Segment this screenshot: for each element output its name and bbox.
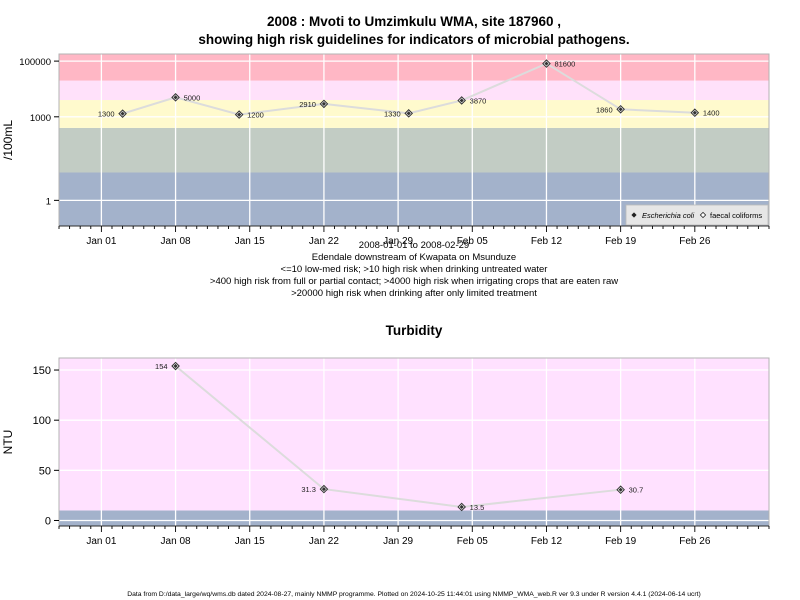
data-point [618, 107, 623, 112]
data-point [406, 111, 411, 116]
info-date-range: 2008-01-01 to 2008-02-29 [359, 240, 469, 251]
x-tick-label: Jan 01 [86, 236, 116, 247]
x-tick-label: Jan 08 [161, 236, 191, 247]
x-tick-label: Feb 19 [605, 536, 637, 547]
x-tick-label: Jan 01 [86, 536, 116, 547]
info-guideline-treatment: >20000 high risk when drinking after onl… [291, 288, 537, 299]
legend: Escherichia coli faecal coliforms [625, 204, 769, 226]
info-guideline-contact: >400 high risk from full or partial cont… [210, 276, 618, 287]
data-label: 13.5 [470, 503, 485, 512]
x-tick-label: Feb 05 [457, 236, 489, 247]
data-point [692, 110, 697, 115]
x-tick-label: Feb 19 [605, 236, 637, 247]
x-tick-label: Feb 26 [679, 236, 711, 247]
data-point [321, 101, 327, 106]
risk-band-pink [59, 80, 769, 101]
x-tick-label: Jan 22 [309, 236, 339, 247]
data-point [459, 98, 464, 103]
chart2-turbidity: 0 50 100 150 NTU Jan 01 Jan 08 Jan 15 Jan 22 Jan … [1, 357, 770, 547]
data-label: 3870 [470, 96, 487, 105]
data-label: 81600 [554, 60, 575, 69]
y-tick-label: 1 [46, 196, 51, 207]
risk-band-yellow [59, 100, 769, 128]
legend-box [625, 204, 769, 226]
chart2-title: Turbidity [386, 323, 443, 338]
x-tick-label: Feb 05 [457, 536, 489, 547]
chart1-microbial: 1 1000 100000/100mL Jan 01 Jan 08 Jan 15 Jan 2… [1, 53, 770, 247]
x-tick-label: Feb 12 [531, 536, 563, 547]
footer-source-note: Data from D:/data_large/wq/wms.db dated … [127, 591, 701, 598]
chart1-title-line1: 2008 : Mvoti to Umzimkulu WMA, site 1879… [267, 14, 561, 29]
data-point [237, 112, 242, 117]
y-tick-label: 100000 [19, 57, 51, 68]
data-point [544, 61, 549, 66]
risk-band-grey [59, 127, 769, 173]
data-label: 1860 [596, 105, 613, 114]
y-axis-label: NTU [1, 430, 15, 455]
data-label: 2910 [299, 100, 316, 109]
x-tick-label: Jan 15 [235, 236, 265, 247]
legend-marker-faecal [699, 211, 707, 219]
data-label: 1330 [384, 109, 401, 118]
x-tick-label: Jan 08 [161, 536, 191, 547]
data-label: 1400 [703, 109, 720, 118]
chart1-info: 2008-01-01 to 2008-02-29 Edendale downst… [210, 240, 618, 299]
data-point [120, 111, 125, 116]
y-tick-label: 1000 [30, 113, 51, 124]
x-tick-label: Jan 29 [383, 536, 413, 547]
data-point [173, 95, 178, 100]
y-tick-label: 100 [33, 415, 51, 427]
data-label: 154 [155, 362, 168, 371]
legend-marker-ecoli [631, 212, 637, 218]
series-line [174, 365, 621, 508]
x-tick-label: Jan 29 [383, 236, 413, 247]
y-tick-label: 150 [33, 365, 51, 377]
data-point [321, 486, 327, 492]
info-site-description: Edendale downstream of Kwapata on Msundu… [312, 252, 516, 263]
info-guideline-drinking: <=10 low-med risk; >10 high risk when dr… [281, 264, 548, 275]
data-label: 1200 [247, 111, 264, 120]
x-tick-label: Feb 26 [679, 536, 711, 547]
x-tick-label: Feb 12 [531, 236, 563, 247]
legend-label-ecoli: Escherichia coli [642, 211, 694, 220]
legend-label-faecal: faecal coliforms [710, 211, 762, 220]
data-point [173, 363, 178, 369]
data-point [618, 487, 623, 492]
risk-band-red [59, 54, 769, 81]
data-label: 5000 [184, 93, 201, 102]
data-label: 31.3 [301, 485, 316, 494]
chart1-title-line2: showing high risk guidelines for indicat… [198, 32, 629, 47]
y-tick-label: 50 [39, 465, 51, 477]
data-label: 1300 [98, 110, 115, 119]
data-label: 30.7 [629, 486, 644, 495]
risk-band-plot2 [59, 358, 769, 511]
x-tick-label: Jan 22 [309, 536, 339, 547]
y-axis-label: /100mL [1, 120, 15, 160]
risk-band-blue [59, 510, 769, 526]
data-point [459, 504, 464, 510]
x-tick-label: Jan 15 [235, 536, 265, 547]
y-tick-label: 0 [45, 515, 51, 527]
